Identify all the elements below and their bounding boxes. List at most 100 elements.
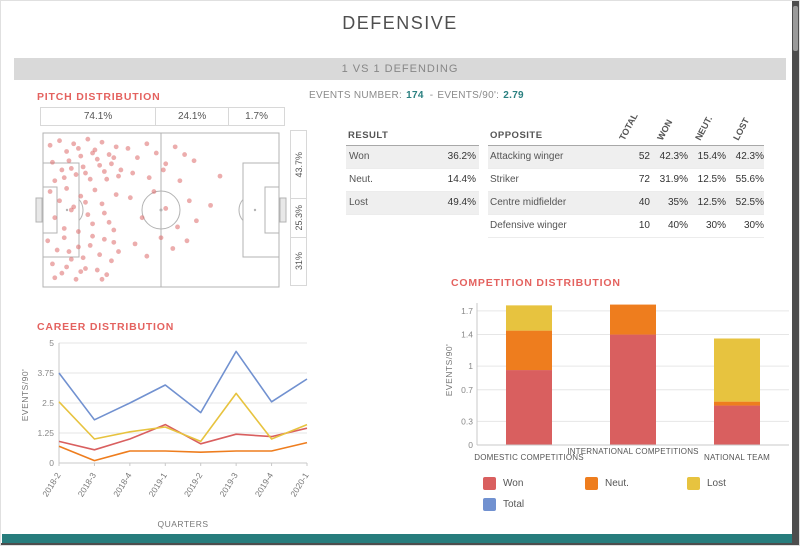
- bar-category-label: NATIONAL TEAM: [704, 453, 770, 462]
- competition-y-tick-label: 0.3: [461, 416, 473, 426]
- event-dot: [163, 161, 169, 167]
- career-series-lost: [58, 392, 308, 443]
- legend-item-total[interactable]: Total: [483, 494, 585, 515]
- pitch-goal-area-right: [264, 186, 280, 234]
- career-y-axis-label: EVENTS/90': [20, 368, 30, 422]
- event-dot: [52, 215, 58, 221]
- goal-left-icon: [35, 197, 43, 223]
- opposite-row-name: Striker: [490, 174, 519, 185]
- legend-lost-label: Lost: [706, 478, 726, 489]
- zone-percent-centre-label: 25.3%: [293, 205, 304, 231]
- event-dot: [97, 162, 103, 168]
- career-y-tick-label: 2.5: [42, 398, 54, 408]
- event-dot: [90, 233, 95, 239]
- opposite-row-value: 42.3%: [735, 151, 764, 162]
- legend-item-lost[interactable]: Lost: [686, 473, 789, 494]
- pitch-distribution-header: PITCH DISTRIBUTION: [37, 91, 161, 103]
- page-title: DEFENSIVE: [342, 13, 458, 33]
- career-x-tick-label: 2018-3: [76, 471, 99, 499]
- event-dot: [64, 149, 69, 154]
- bar-segment-neut: [610, 304, 656, 335]
- career-y-tick-label: 3.75: [37, 368, 54, 378]
- career-x-tick-label: 2020-1: [288, 471, 311, 499]
- event-dot: [101, 210, 107, 216]
- event-dot: [68, 166, 74, 171]
- events-per90-value: 2.79: [503, 90, 524, 101]
- bar-category-label: INTERNATIONAL COMPETITIONS: [567, 447, 698, 456]
- event-dot: [64, 264, 69, 270]
- event-dot: [47, 189, 53, 194]
- event-dot: [153, 150, 159, 156]
- event-dot: [109, 161, 114, 167]
- competition-distribution-header: COMPETITION DISTRIBUTION: [451, 277, 621, 289]
- opposite-row-value: 35%: [667, 197, 688, 208]
- event-dot: [113, 144, 119, 150]
- window-bottom-edge: [1, 543, 799, 545]
- event-dot: [83, 266, 88, 271]
- event-dot: [78, 193, 84, 199]
- event-dot: [57, 138, 62, 144]
- result-table-row: Won 36.2%: [346, 146, 479, 169]
- bar-segment-lost: [714, 338, 760, 402]
- zone-percent-bottom-label: 31%: [293, 252, 304, 271]
- event-dot: [90, 221, 95, 227]
- competition-chart-svg: 0 0.3 0.7 1 1.4 1.7 DOMESTIC COMPETITIONSINTER…: [461, 303, 789, 462]
- event-dot: [92, 187, 98, 193]
- event-dot: [130, 170, 136, 176]
- career-y-tick-label: 0: [49, 458, 54, 468]
- competition-y-tick-label: 0.7: [461, 385, 473, 395]
- opposite-row-name: Defensive winger: [490, 220, 567, 231]
- result-row-value: 14.4%: [447, 174, 476, 185]
- competition-y-tick-label: 1: [468, 361, 473, 371]
- opposite-table-row: Centre midfielder 40 35% 12.5% 52.5%: [488, 192, 764, 215]
- event-dot: [68, 256, 74, 262]
- event-dot: [104, 272, 110, 278]
- event-dot: [116, 173, 121, 179]
- event-dot: [66, 249, 72, 254]
- zone-percent-attacking-third: 1.7%: [228, 107, 285, 126]
- opposite-row-value: 12.5%: [697, 174, 726, 185]
- event-dot: [45, 238, 51, 244]
- legend-item-neut[interactable]: Neut.: [584, 473, 687, 494]
- career-y-tick-label: 1.25: [37, 428, 54, 438]
- event-dot: [80, 164, 86, 170]
- event-dot: [194, 218, 199, 224]
- competition-y-tick-label: 1.7: [461, 306, 473, 316]
- event-dot: [64, 186, 69, 191]
- event-dot: [111, 155, 117, 161]
- event-dot: [158, 235, 164, 241]
- event-dot: [76, 146, 81, 151]
- event-dot: [99, 139, 105, 145]
- event-dot: [54, 247, 60, 253]
- legend-neut-label: Neut.: [604, 478, 629, 489]
- event-dot: [97, 252, 103, 258]
- chart-legend: Won Neut. Lost Total: [483, 473, 789, 515]
- pitch-goal-area-left: [42, 186, 58, 234]
- event-dot: [125, 146, 131, 151]
- event-dot: [186, 198, 192, 204]
- event-dot: [52, 275, 58, 281]
- event-dot: [104, 176, 110, 182]
- career-x-tick-label: 2019-4: [253, 471, 276, 499]
- zone-percent-middle-third: 24.1%: [155, 107, 230, 126]
- opposite-row-value: 12.5%: [697, 197, 726, 208]
- event-dot: [85, 212, 91, 218]
- pitch-penalty-spot-left: [65, 208, 69, 212]
- event-dot: [71, 141, 77, 147]
- event-dot: [132, 241, 138, 247]
- career-x-tick-label: 2019-3: [217, 471, 240, 499]
- career-distribution-header: CAREER DISTRIBUTION: [37, 321, 175, 333]
- event-dot: [83, 170, 88, 176]
- scrollbar-thumb[interactable]: [793, 6, 798, 51]
- competition-y-axis-label: EVENTS/90': [444, 343, 454, 397]
- result-table-title: RESULT: [348, 130, 389, 141]
- legend-item-won[interactable]: Won: [483, 473, 585, 494]
- bar-category-label: DOMESTIC COMPETITIONS: [474, 453, 584, 462]
- opposite-column-header: WON: [655, 117, 675, 142]
- event-dot: [78, 153, 84, 159]
- event-dot: [175, 224, 180, 230]
- opposite-table-title: OPPOSITE: [490, 130, 543, 141]
- event-dot: [111, 227, 117, 233]
- zone-percent-centre: 25.3%: [290, 198, 307, 238]
- opposite-table-row: Attacking winger 52 42.3% 15.4% 42.3%: [488, 146, 764, 169]
